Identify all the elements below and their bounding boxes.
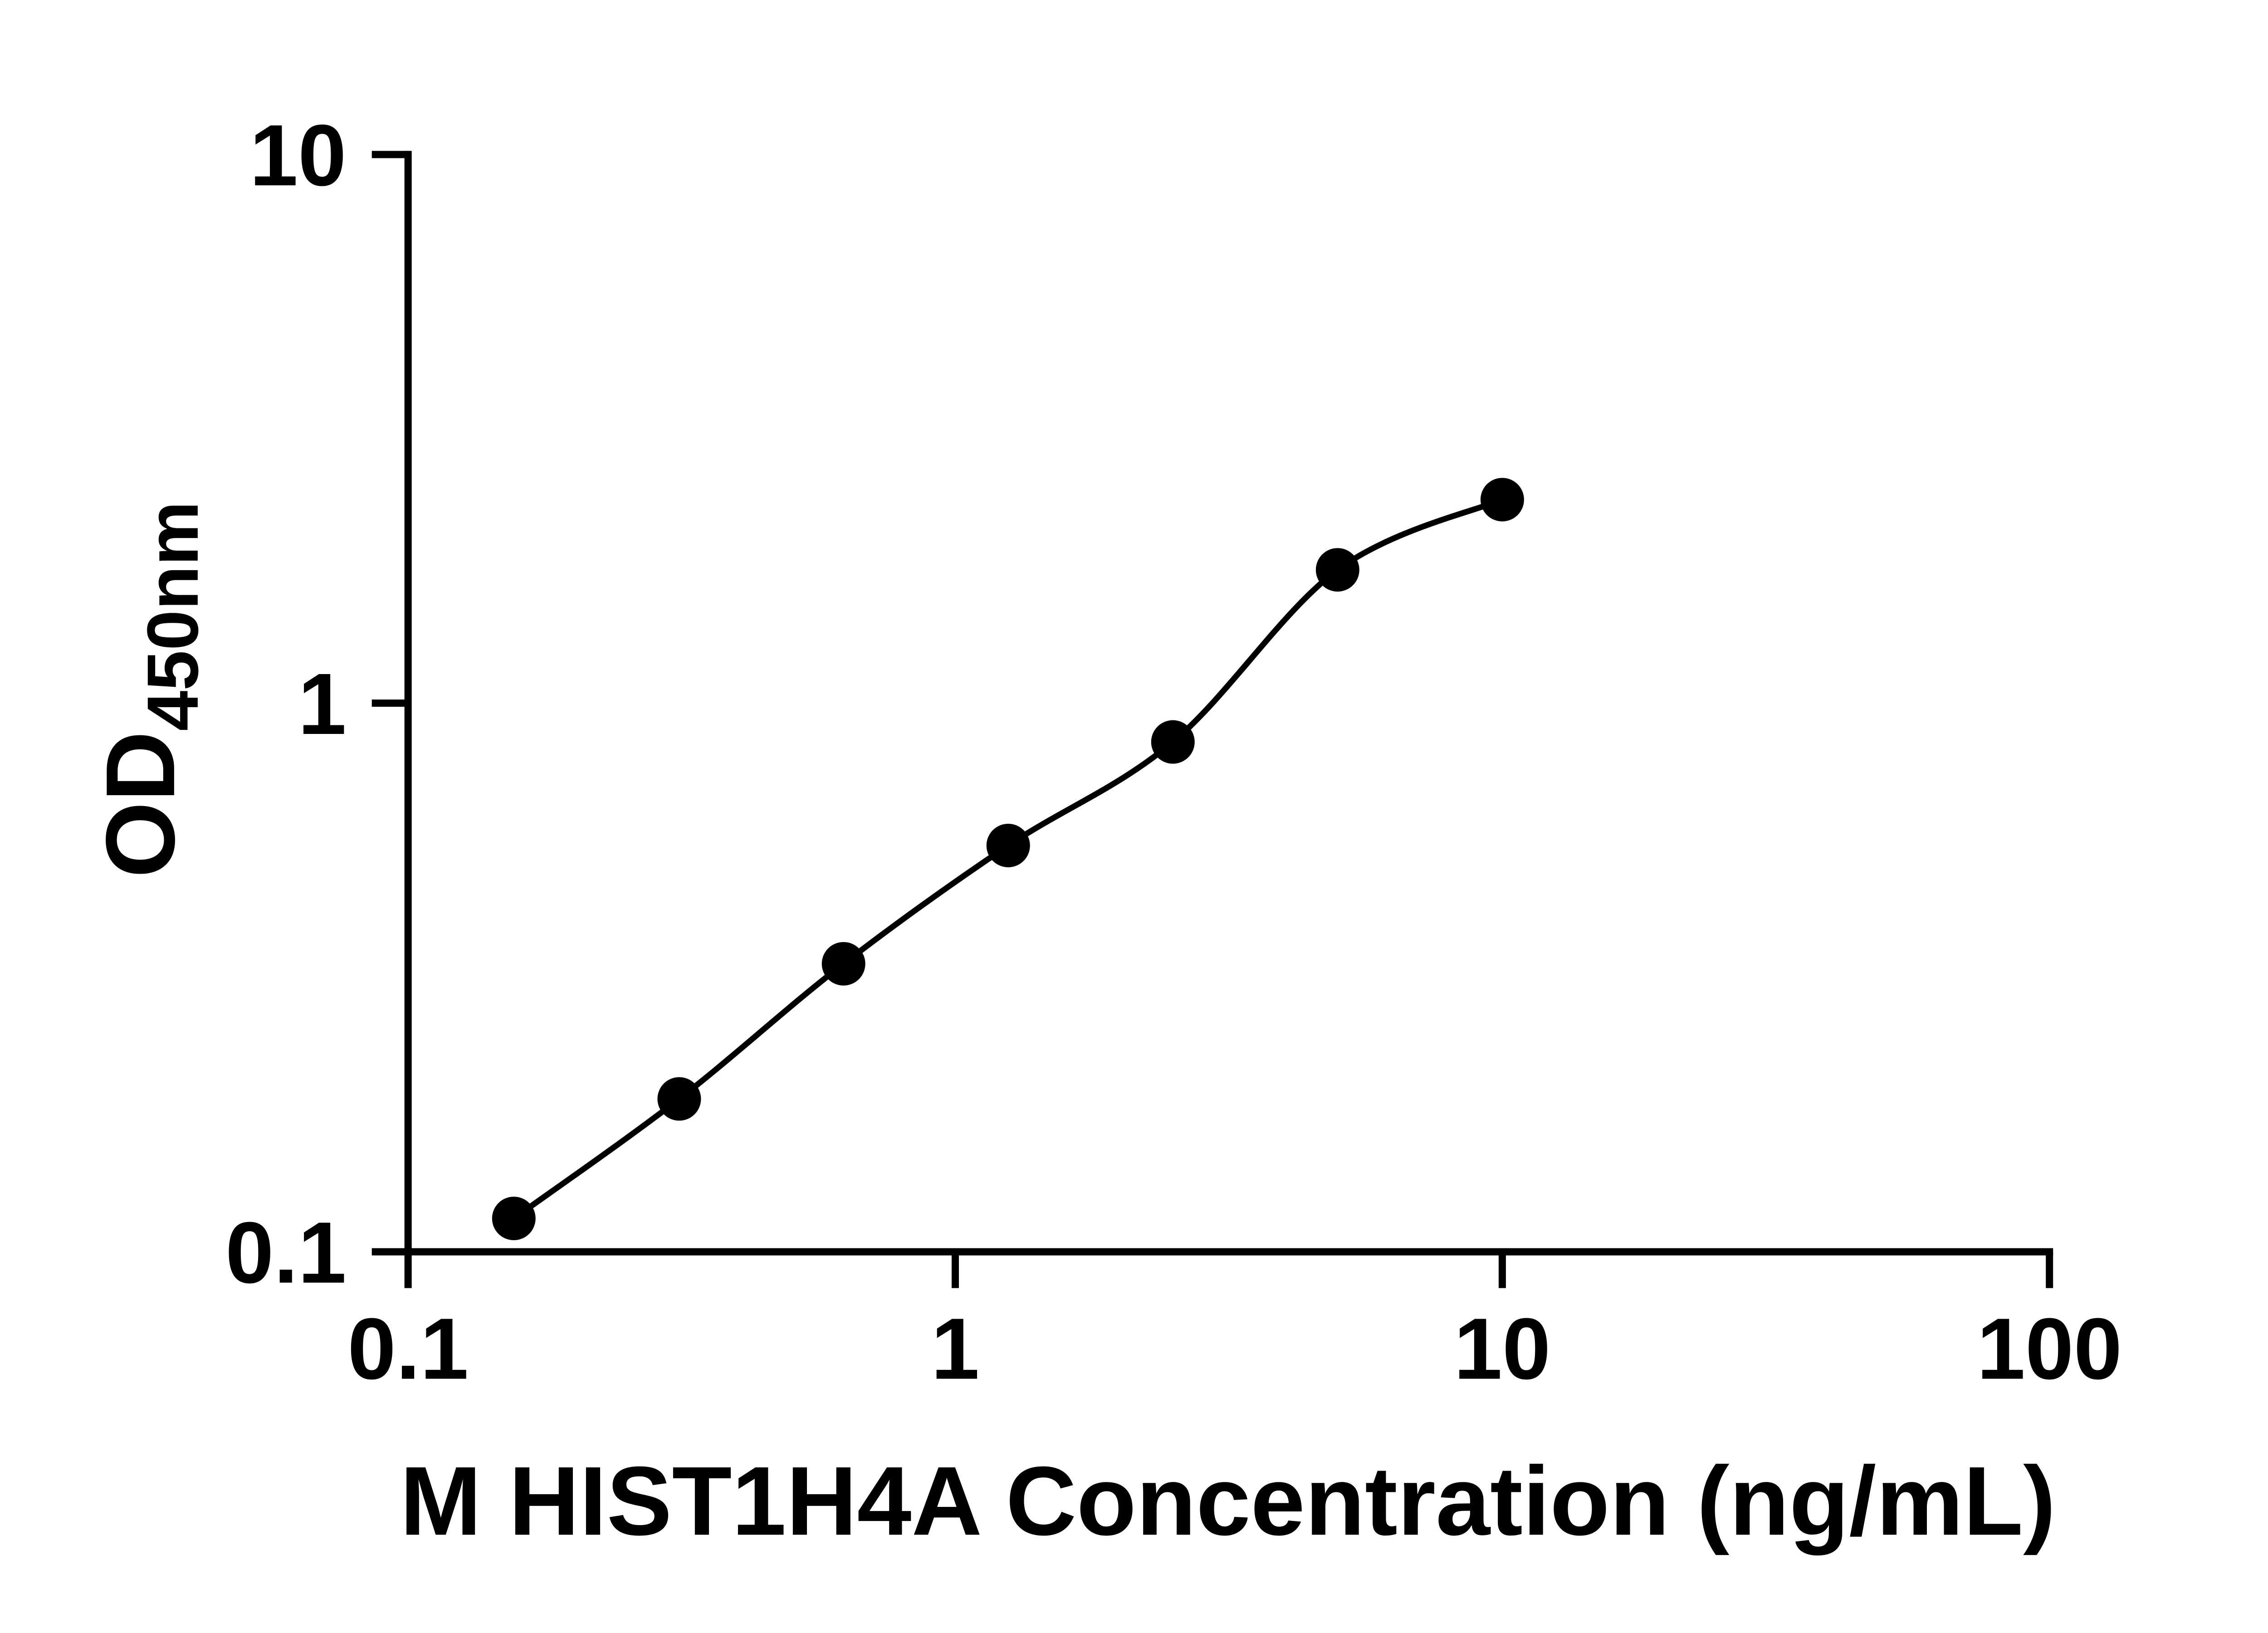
x-tick-label: 1 [931, 1300, 980, 1398]
x-axis-title: M HIST1H4A Concentration (ng/mL) [400, 1446, 2056, 1555]
y-tick-label: 10 [249, 107, 346, 204]
y-axis-title-main: OD [86, 731, 195, 878]
data-point-marker [1480, 478, 1524, 522]
axis-lines [404, 151, 2053, 1256]
x-tick-label: 100 [1977, 1300, 2122, 1398]
x-tick-label: 10 [1454, 1300, 1550, 1398]
data-point-marker [986, 823, 1030, 867]
data-point-marker [1151, 720, 1195, 764]
y-axis-title-subscript: 450nm [132, 501, 213, 731]
x-tick-label: 0.1 [347, 1300, 469, 1398]
y-tick-label: 0.1 [225, 1204, 347, 1301]
plot-area: 0.1 1 10 100 0.1 1 10 [225, 107, 2122, 1398]
data-point-marker [821, 942, 865, 986]
data-point-marker [492, 1197, 536, 1241]
y-axis-title: OD450nm [86, 501, 213, 878]
data-point-marker [1315, 548, 1359, 592]
data-point-marker [657, 1077, 701, 1121]
y-tick-label: 1 [298, 655, 347, 753]
